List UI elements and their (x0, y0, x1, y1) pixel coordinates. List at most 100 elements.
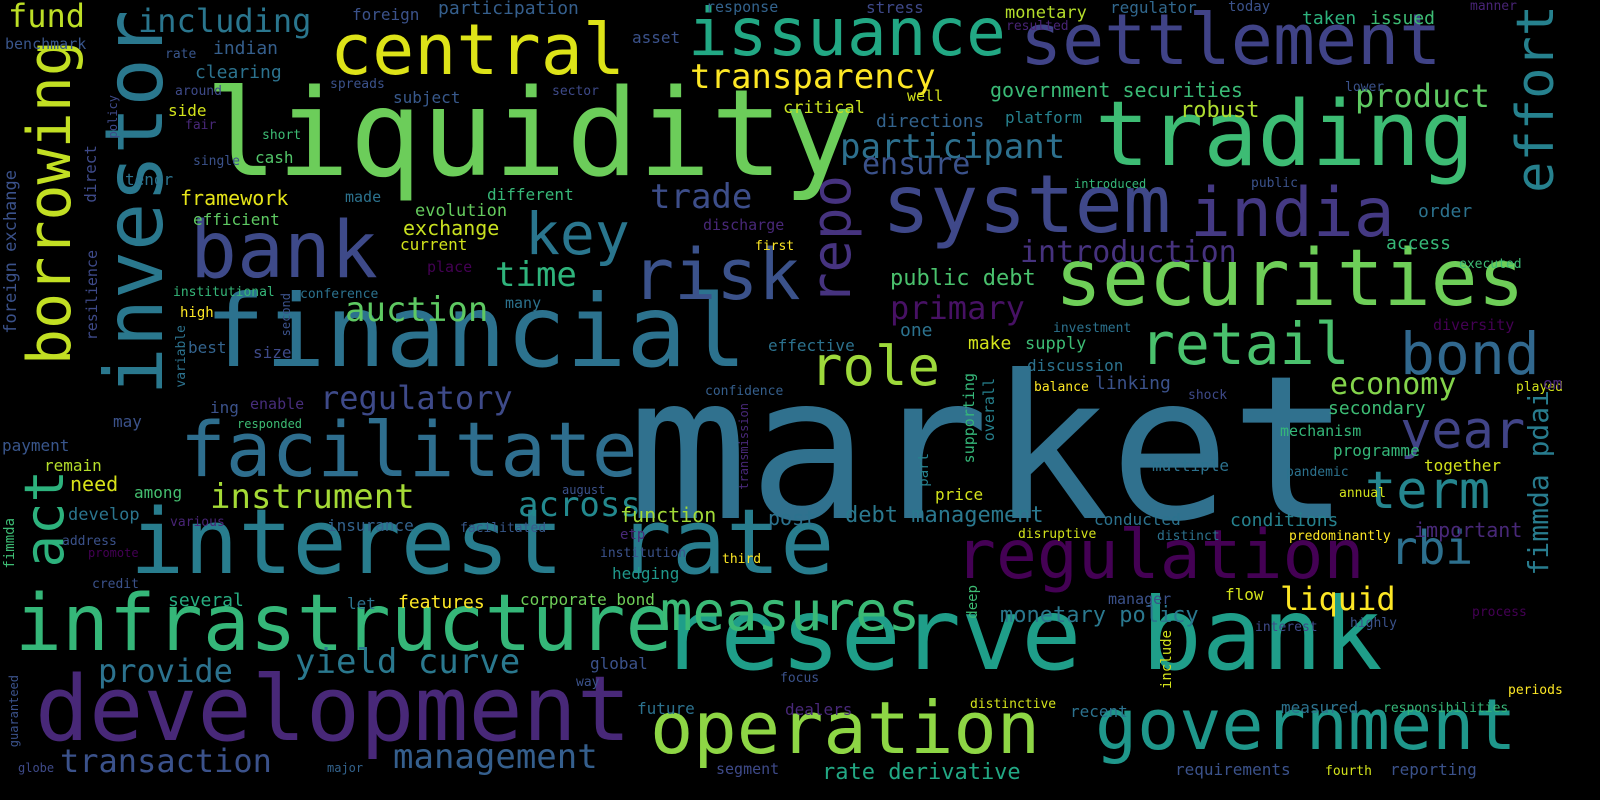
word-ing: ing (210, 398, 239, 417)
word-response: response (706, 0, 779, 16)
word-highly: highly (1350, 616, 1397, 631)
word-august: august (562, 483, 606, 497)
word-price: price (935, 485, 984, 504)
word-access: access (1386, 233, 1452, 254)
word-settlement: settlement (1020, 0, 1442, 81)
word-effort: effort (1506, 5, 1566, 193)
word-promote: promote (88, 546, 139, 560)
word-taken: taken (1302, 8, 1357, 29)
word-together: together (1424, 456, 1502, 475)
word-manner: manner (1470, 0, 1517, 14)
word-exchange: exchange (403, 216, 500, 240)
word-requirements: requirements (1175, 760, 1291, 779)
word-third: third (722, 552, 762, 567)
word-financial: financial (205, 273, 747, 390)
word-fund: fund (8, 0, 86, 35)
word-act: act (13, 470, 76, 568)
word-side: side (168, 101, 207, 120)
word-supporting: supporting (960, 373, 978, 464)
word-primary: primary (890, 289, 1025, 327)
word-future: future (637, 699, 695, 718)
word-overall: overall (980, 378, 998, 442)
word-lower: lower (1345, 80, 1385, 95)
word-best: best (188, 338, 227, 357)
word-rate: rate (165, 47, 197, 62)
word-confidence: confidence (705, 384, 784, 399)
word-reporting: reporting (1390, 760, 1477, 779)
word-second: second (279, 293, 293, 337)
word-segment: segment (716, 760, 780, 778)
word-interest: interest (1255, 620, 1318, 635)
word-fair: fair (185, 118, 217, 133)
word-mechanism: mechanism (1280, 422, 1362, 440)
word-instrument: instrument (210, 477, 415, 517)
word-transparency: transparency (690, 57, 936, 97)
word-transmission: transmission (737, 403, 751, 490)
word-shock: shock (1188, 388, 1228, 403)
word-investor: investor (88, 10, 181, 396)
word-cash: cash (255, 148, 294, 167)
word-transaction: transaction (60, 742, 272, 780)
word-globe: globe (18, 761, 55, 775)
word-liquid: liquid (1280, 580, 1396, 618)
word-investment: investment (1053, 321, 1132, 336)
word-size: size (253, 343, 292, 362)
word-benchmark: benchmark (5, 35, 87, 53)
word-introduced: introduced (1074, 177, 1147, 191)
word-features: features (398, 592, 485, 613)
word-year: year (1400, 401, 1526, 461)
word-post: post (768, 506, 817, 530)
word-order: order (1418, 201, 1473, 222)
word-part: part (916, 453, 932, 487)
word-regulation: regulation (955, 516, 1365, 595)
word-ensure: ensure (862, 147, 971, 182)
word-regulatory: regulatory (320, 379, 513, 417)
word-clearing: clearing (195, 62, 282, 83)
word-measured: measured (1281, 698, 1359, 717)
word-borrowing: borrowing (15, 40, 85, 366)
word-participation: participation (438, 0, 579, 19)
word-credit: credit (92, 577, 139, 592)
word-payment: payment (2, 436, 70, 455)
word-facilitated: facilitated (460, 521, 547, 536)
word-central: central (330, 9, 626, 91)
word-include: include (1159, 630, 1175, 690)
word-rbi: rbi (1390, 521, 1474, 575)
word-across: across (518, 485, 641, 525)
word-issuance: issuance (688, 0, 1006, 71)
word-conditions: conditions (1230, 510, 1339, 531)
word-bank: bank (190, 206, 378, 296)
word-sector: sector (552, 84, 599, 99)
word-asset: asset (632, 28, 681, 47)
word-repo: repo (800, 175, 863, 306)
word-debt-management: debt management (845, 503, 1044, 528)
word-among: among (134, 483, 183, 502)
word-one: one (900, 320, 933, 341)
word-supply: supply (1025, 334, 1087, 354)
word-bond: bond (1400, 320, 1540, 388)
word-around: around (175, 84, 222, 99)
word-linking: linking (1095, 373, 1171, 394)
word-recent: recent (1070, 702, 1128, 721)
word-operation: operation (650, 686, 1041, 770)
word-programme: programme (1333, 441, 1420, 460)
word-institutional: institutional (173, 285, 275, 300)
word-several: several (168, 590, 244, 611)
word-develop: develop (68, 505, 140, 525)
word-facilitate: facilitate (180, 405, 638, 494)
word-multiple: multiple (1152, 456, 1230, 475)
word-many: many (505, 294, 542, 312)
word-infrastructure: infrastructure (15, 579, 673, 669)
word-regulator: regulator (1110, 0, 1197, 17)
word-policy: policy (106, 95, 120, 139)
word-remain: remain (44, 456, 102, 475)
word-interest-rate: interest rate (130, 490, 835, 595)
word-stress: stress (866, 0, 924, 17)
word-responded: responded (237, 417, 303, 431)
word-may: may (113, 412, 142, 431)
word-hedging: hedging (612, 564, 680, 583)
word-economy: economy (1330, 367, 1457, 402)
word-india: india (1190, 174, 1395, 253)
word-direct: direct (81, 145, 100, 203)
word-dealers: dealers (785, 700, 853, 719)
